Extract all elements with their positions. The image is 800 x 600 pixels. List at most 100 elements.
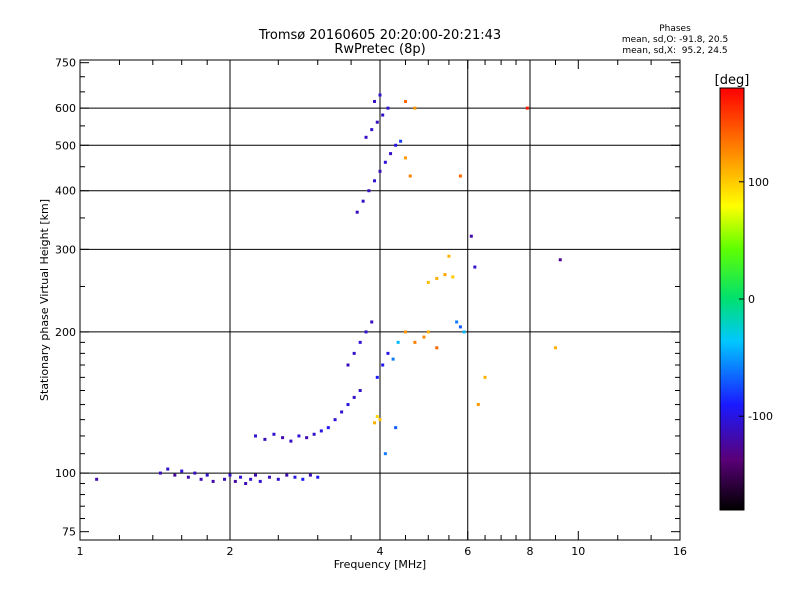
data-point <box>297 434 301 438</box>
x-tick-label: 2 <box>227 545 234 558</box>
data-point <box>272 432 276 436</box>
data-point <box>166 467 170 471</box>
data-point <box>281 436 285 440</box>
y-tick-label: 750 <box>55 57 76 70</box>
data-point <box>476 403 480 407</box>
data-point <box>381 363 385 367</box>
data-point <box>381 113 385 117</box>
data-point <box>435 346 439 350</box>
data-point <box>451 275 455 279</box>
x-tick-label: 6 <box>464 545 471 558</box>
data-point <box>375 375 379 379</box>
data-point <box>458 174 462 178</box>
grid-lines <box>80 60 680 540</box>
data-point <box>413 106 417 110</box>
colorbar-tick-label: 0 <box>748 293 755 306</box>
data-point <box>403 330 407 334</box>
data-point <box>375 120 379 124</box>
data-point <box>473 265 477 269</box>
data-point <box>525 106 529 110</box>
phase-stats-x: mean, sd,X: 95.2, 24.5 <box>622 46 728 56</box>
data-point <box>386 351 390 355</box>
data-point <box>267 475 271 479</box>
data-point <box>396 340 400 344</box>
data-point <box>352 395 356 399</box>
data-point <box>378 418 382 422</box>
colorbar-tick-label: 100 <box>748 176 769 189</box>
data-point <box>186 475 190 479</box>
data-point <box>370 128 374 132</box>
data-point <box>483 375 487 379</box>
data-point <box>455 320 459 324</box>
phases-label: Phases <box>659 24 691 34</box>
data-point <box>403 156 407 160</box>
data-point <box>285 473 289 477</box>
data-point <box>361 199 365 203</box>
data-point <box>443 273 447 277</box>
data-point <box>228 473 232 477</box>
data-point <box>435 276 439 280</box>
data-point <box>462 330 466 334</box>
data-point <box>211 479 215 483</box>
phase-stats-o: mean, sd,O: -91.8, 20.5 <box>621 35 729 45</box>
data-point <box>386 106 390 110</box>
data-point <box>399 139 403 143</box>
data-point <box>312 432 316 436</box>
x-tick-label: 8 <box>527 545 534 558</box>
y-tick-label: 100 <box>55 467 76 480</box>
chart-title-line2: RwPretec (8p) <box>334 42 426 57</box>
data-point <box>333 418 337 422</box>
data-point <box>394 426 398 430</box>
data-point <box>426 330 430 334</box>
data-point <box>352 351 356 355</box>
y-tick-label: 200 <box>55 326 76 339</box>
y-tick-label: 300 <box>55 243 76 256</box>
data-point <box>205 473 209 477</box>
data-point <box>316 475 320 479</box>
data-point <box>413 340 417 344</box>
data-point <box>403 99 407 103</box>
data-point <box>383 160 387 164</box>
data-point <box>244 482 248 486</box>
data-point <box>378 93 382 97</box>
data-point <box>253 434 257 438</box>
data-point <box>458 325 462 329</box>
data-point <box>95 477 99 481</box>
data-point <box>173 473 177 477</box>
data-point <box>373 179 377 183</box>
data-point <box>319 429 323 433</box>
data-point <box>276 477 280 481</box>
data-point <box>193 471 197 475</box>
data-point <box>346 363 350 367</box>
colorbar: 100 0 -100 [deg] <box>715 73 773 511</box>
data-point <box>370 320 374 324</box>
data-point <box>301 477 305 481</box>
y-tick-label: 75 <box>62 526 76 539</box>
data-point <box>340 410 344 414</box>
data-point <box>373 421 377 425</box>
axes: 1 2 4 6 8 10 16 75 100 200 300 400 500 600 750 Frequenc… <box>38 57 687 571</box>
data-point <box>305 436 309 440</box>
chart-title-line1: Tromsø 20160605 20:20:00-20:21:43 <box>258 28 502 43</box>
data-point <box>233 479 237 483</box>
colorbar-label: [deg] <box>715 73 750 88</box>
data-point <box>199 477 203 481</box>
data-point <box>389 152 393 156</box>
data-point <box>558 258 562 262</box>
data-point <box>308 473 312 477</box>
data-point <box>391 357 395 361</box>
data-point <box>364 135 368 139</box>
x-tick-label: 4 <box>377 545 384 558</box>
data-point <box>253 473 257 477</box>
data-point <box>422 335 426 339</box>
x-tick-label: 16 <box>673 545 687 558</box>
data-point <box>367 189 371 193</box>
x-tick-label: 10 <box>571 545 585 558</box>
y-tick-label: 600 <box>55 102 76 115</box>
data-point <box>364 330 368 334</box>
data-point <box>375 415 379 419</box>
data-point <box>355 210 359 214</box>
data-point <box>180 469 184 473</box>
data-point <box>408 174 412 178</box>
